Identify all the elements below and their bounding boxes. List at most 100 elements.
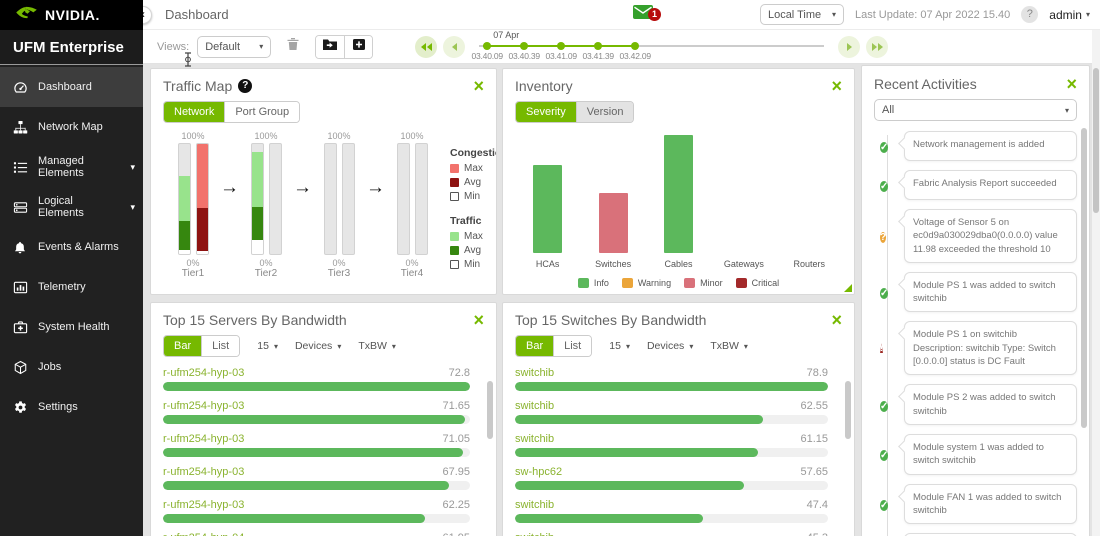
arrow-right-icon: →	[220, 177, 239, 198]
device-link[interactable]: r-ufm254-hyp-04	[163, 532, 244, 536]
rewind-button[interactable]	[415, 35, 438, 58]
activity-item[interactable]: ✓ Network management is added	[880, 131, 1077, 161]
count-dropdown[interactable]: 15 ▾	[609, 340, 630, 352]
tab-list[interactable]: List	[553, 336, 592, 356]
resize-handle[interactable]	[844, 284, 852, 292]
sidebar-item-logical-elements[interactable]: Logical Elements ▾	[0, 187, 143, 227]
user-menu[interactable]: admin ▾	[1049, 7, 1090, 22]
timeline-dot[interactable]	[483, 41, 492, 50]
slider-track[interactable]	[479, 44, 825, 47]
sidebar-item-events-alarms[interactable]: Events & Alarms	[0, 227, 143, 267]
activity-item[interactable]: ✓ Module PS 1 was added to switch switchi…	[880, 271, 1077, 313]
top-servers-panel: Top 15 Servers By Bandwidth × Bar List 1…	[150, 302, 497, 536]
timeline-dot[interactable]	[594, 41, 603, 50]
device-link[interactable]: switchib	[515, 532, 554, 536]
timeline-dot[interactable]	[557, 41, 566, 50]
arrow-right-icon: →	[366, 177, 385, 198]
close-icon[interactable]: ×	[473, 76, 484, 96]
device-link[interactable]: r-ufm254-hyp-03	[163, 466, 245, 478]
close-icon[interactable]: ×	[831, 310, 842, 330]
device-link[interactable]: switchib	[515, 433, 555, 445]
tab-bar[interactable]: Bar	[516, 336, 554, 356]
bandwidth-row: switchib 62.55	[515, 400, 828, 424]
sidebar-item-label: Jobs	[38, 361, 62, 373]
tab-severity[interactable]: Severity	[516, 102, 576, 122]
activity-item[interactable]: ✓ Module system 1 was added to switch swi…	[880, 433, 1077, 475]
legend-item: Min	[450, 259, 496, 270]
device-link[interactable]: sw-hpc62	[515, 466, 563, 478]
traffic-bar	[396, 143, 410, 255]
count-dropdown[interactable]: 15 ▾	[257, 340, 278, 352]
devices-dropdown[interactable]: Devices ▾	[294, 340, 342, 352]
timeline-dot[interactable]	[631, 41, 640, 50]
device-link[interactable]: switchib	[515, 499, 555, 511]
device-link[interactable]: switchib	[515, 400, 555, 412]
close-icon[interactable]: ×	[473, 310, 484, 330]
bandwidth-value: 71.05	[442, 433, 470, 445]
metric-dropdown[interactable]: TxBW ▾	[358, 340, 396, 352]
play-button[interactable]	[838, 35, 861, 58]
activity-item[interactable]: ! Module PS 1 on switchib Description: sw…	[880, 321, 1077, 376]
page-scrollbar-thumb[interactable]	[1093, 68, 1099, 213]
page-scrollbar[interactable]	[1092, 30, 1100, 536]
sidebar-item-label: Dashboard	[38, 81, 92, 93]
help-icon[interactable]: ?	[238, 79, 253, 93]
scrollbar-thumb[interactable]	[487, 381, 493, 439]
help-button[interactable]: ?	[1021, 6, 1039, 23]
tab-bar[interactable]: Bar	[164, 336, 202, 356]
activity-item[interactable]: ✓ Fabric Analysis Report succeeded	[880, 170, 1077, 200]
fast-forward-button[interactable]	[866, 35, 889, 58]
sidebar-item-settings[interactable]: Settings	[0, 387, 143, 427]
views-label: Views:	[157, 40, 190, 53]
sidebar-item-managed-elements[interactable]: Managed Elements ▾	[0, 147, 143, 187]
sidebar-item-jobs[interactable]: Jobs	[0, 347, 143, 387]
activities-filter-select[interactable]: All ▾	[874, 99, 1077, 121]
tab-list[interactable]: List	[201, 336, 240, 356]
success-check-icon: ✓	[880, 142, 889, 153]
views-select[interactable]: Default ▾	[197, 35, 272, 58]
sidebar-item-label: Network Map	[38, 121, 103, 133]
devices-dropdown[interactable]: Devices ▾	[646, 340, 694, 352]
activity-item[interactable]: ✓ Module FAN 1 was added to switch switch…	[880, 483, 1077, 525]
device-link[interactable]: switchib	[515, 367, 555, 379]
device-link[interactable]: r-ufm254-hyp-03	[163, 367, 245, 379]
activities-list: ✓ Network management is added ✓ Fabric Anal…	[874, 131, 1077, 536]
chevron-down-icon: ▾	[130, 201, 135, 212]
device-link[interactable]: r-ufm254-hyp-03	[163, 499, 245, 511]
metric-dropdown[interactable]: TxBW ▾	[710, 340, 748, 352]
activity-item[interactable]: ✓ Module PS 2 was added to switch switchi…	[880, 384, 1077, 425]
close-icon[interactable]: ×	[831, 76, 842, 96]
legend-item: Max	[450, 231, 496, 242]
timeline-dot[interactable]	[520, 41, 529, 50]
export-view-button[interactable]	[316, 35, 345, 58]
bandwidth-value: 62.25	[442, 499, 470, 511]
close-icon[interactable]: ×	[1066, 74, 1077, 94]
tab-network[interactable]: Network	[164, 102, 225, 122]
activity-item[interactable]: ✓Module FAN 2 was added to switch switch…	[904, 533, 1077, 536]
sidebar-item-telemetry[interactable]: Telemetry	[0, 267, 143, 307]
timeline: 07 Apr 03.40.09 03.40.39 03.41.09 03.41.39 0…	[415, 30, 889, 64]
notifications-button[interactable]: 1	[632, 5, 661, 24]
sidebar-item-label: Logical Elements	[38, 195, 84, 219]
text-cursor-pointer	[183, 52, 193, 72]
server-bandwidth-rows: r-ufm254-hyp-03 72.8 r-ufm254-hyp-03 71.65 r…	[163, 367, 484, 536]
product-name: UFM Enterprise	[0, 30, 143, 65]
timezone-select[interactable]: Local Time ▾	[759, 4, 844, 25]
sidebar-item-network-map[interactable]: Network Map	[0, 107, 143, 147]
device-link[interactable]: r-ufm254-hyp-03	[163, 400, 245, 412]
sidebar-item-system-health[interactable]: System Health	[0, 307, 143, 347]
sidebar-item-dashboard[interactable]: Dashboard	[0, 67, 143, 107]
scrollbar-thumb[interactable]	[1081, 128, 1087, 428]
time-slider[interactable]: 07 Apr 03.40.09 03.40.39 03.41.09 03.41.39 0…	[471, 30, 825, 64]
device-link[interactable]: r-ufm254-hyp-03	[163, 433, 245, 445]
inventory-bar-hcas	[533, 164, 563, 253]
scrollbar-thumb[interactable]	[845, 381, 851, 439]
bandwidth-value: 72.8	[448, 367, 470, 379]
jobs-icon	[12, 360, 28, 375]
step-back-button[interactable]	[443, 35, 466, 58]
tab-port-group[interactable]: Port Group	[224, 102, 300, 122]
add-view-button[interactable]	[344, 35, 373, 58]
activity-item[interactable]: ? Voltage of Sensor 5 on ec0d9a030029dba0…	[880, 209, 1077, 263]
delete-view-button[interactable]	[281, 36, 305, 58]
tab-version[interactable]: Version	[575, 102, 634, 122]
